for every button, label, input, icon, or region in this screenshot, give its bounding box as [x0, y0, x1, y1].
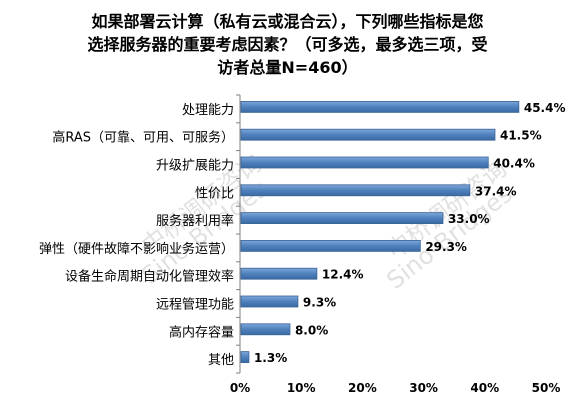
category-label: 高内存容量: [169, 324, 234, 340]
data-label: 37.4%: [475, 184, 517, 198]
data-label: 45.4%: [524, 101, 566, 115]
bar: [240, 101, 520, 113]
data-label: 41.5%: [500, 129, 542, 143]
bar: [240, 351, 250, 364]
category-label: 升级扩展能力: [156, 159, 234, 174]
category-label: 处理能力: [182, 103, 234, 118]
category-label: 弹性（硬件故障不影响业务运营）: [39, 241, 234, 257]
category-label: 设备生命周期自动化管理效率: [65, 269, 234, 285]
category-label: 服务器利用率: [156, 213, 234, 229]
x-tick-label: 30%: [409, 381, 438, 395]
bar: [240, 267, 318, 280]
data-label: 1.3%: [254, 351, 287, 365]
x-tick-label: 50%: [532, 381, 561, 395]
title-line-3: 访者总量N=460）: [217, 58, 358, 77]
data-label: 40.4%: [493, 157, 535, 171]
bar: [240, 128, 496, 141]
title-line-2: 选择服务器的重要考虑因素？（可多选，最多选三项，受: [87, 35, 488, 54]
title-line-1: 如果部署云计算（私有云或混合云），下列哪些指标是您: [91, 12, 484, 31]
category-label: 性价比: [195, 186, 234, 201]
x-tick-label: 20%: [348, 381, 377, 395]
data-label: 9.3%: [303, 296, 336, 310]
data-label: 8.0%: [295, 323, 328, 337]
data-label: 12.4%: [322, 268, 364, 282]
category-label: 高RAS（可靠、可用、可服务）: [52, 130, 234, 146]
plot-area: 处理能力 45.4% 高RAS（可靠、可用、可服务） 41.5% 升级扩展能力 40.4%…: [39, 94, 566, 395]
category-label: 远程管理功能: [156, 298, 234, 313]
category-label: 其他: [208, 353, 234, 368]
bar: [240, 156, 489, 169]
x-tick-label: 40%: [470, 381, 499, 395]
x-tick-label: 10%: [287, 381, 316, 395]
x-tick-label: 0%: [230, 381, 250, 395]
bar: [240, 212, 444, 225]
bar: [240, 295, 299, 308]
data-label: 33.0%: [448, 212, 490, 226]
bar: [240, 184, 471, 197]
data-label: 29.3%: [425, 240, 467, 254]
bar: [240, 239, 421, 252]
chart-title: 如果部署云计算（私有云或混合云），下列哪些指标是您 选择服务器的重要考虑因素？（…: [20, 10, 555, 79]
bar: [240, 323, 291, 336]
